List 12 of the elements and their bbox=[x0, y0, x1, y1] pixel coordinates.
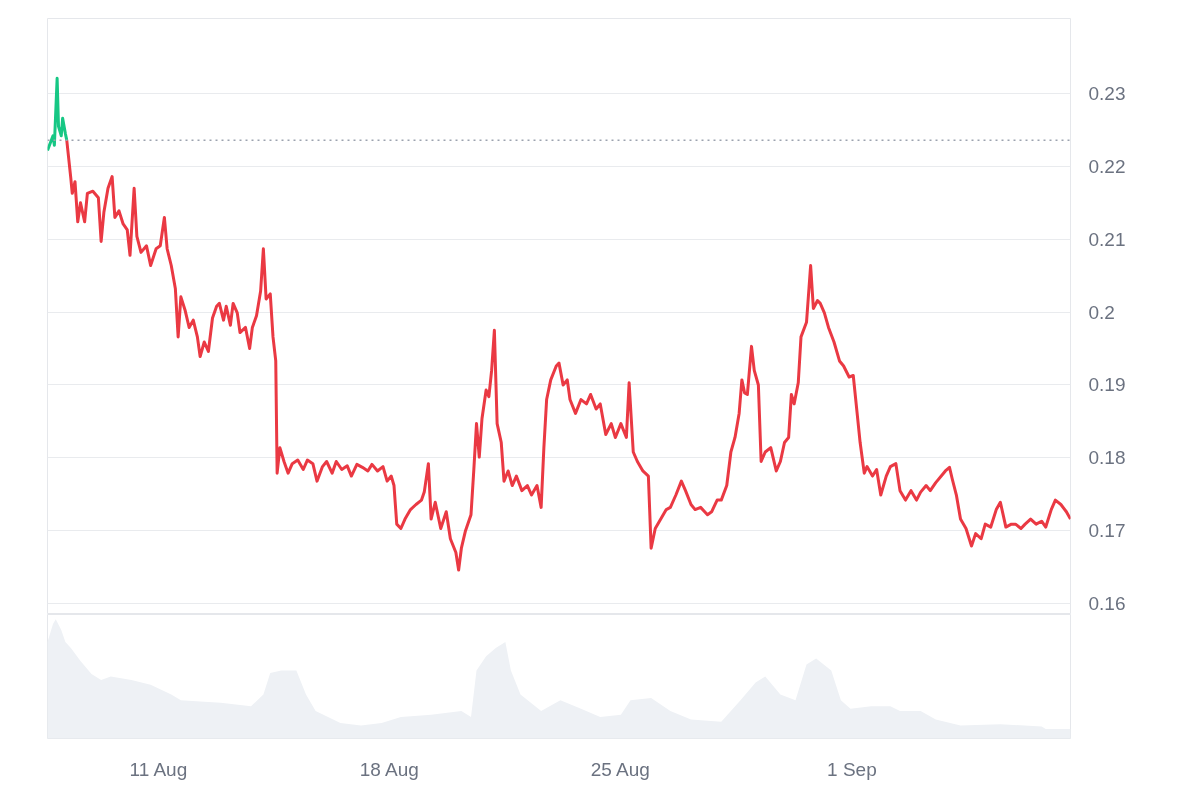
y-tick-label: 0.22 bbox=[1088, 155, 1126, 177]
y-tick-label: 0.21 bbox=[1088, 228, 1126, 250]
x-tick-label: 11 Aug bbox=[129, 758, 188, 780]
x-tick-label: 1 Sep bbox=[827, 758, 877, 780]
x-tick-label: 25 Aug bbox=[590, 758, 650, 780]
y-tick-label: 0.18 bbox=[1088, 447, 1126, 469]
y-tick-label: 0.16 bbox=[1088, 593, 1126, 615]
y-tick-label: 0.23 bbox=[1088, 83, 1126, 105]
x-tick-label: 18 Aug bbox=[359, 758, 419, 780]
y-tick-label: 0.2 bbox=[1088, 301, 1115, 323]
y-tick-label: 0.19 bbox=[1088, 374, 1126, 396]
y-tick-label: 0.17 bbox=[1088, 520, 1126, 542]
